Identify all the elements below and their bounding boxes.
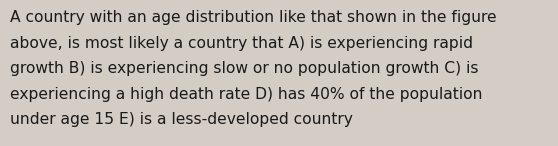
Text: under age 15 E) is a less-developed country: under age 15 E) is a less-developed coun… [10, 112, 353, 127]
Text: growth B) is experiencing slow or no population growth C) is: growth B) is experiencing slow or no pop… [10, 61, 479, 76]
Text: above, is most likely a country that A) is experiencing rapid: above, is most likely a country that A) … [10, 36, 473, 51]
Text: A country with an age distribution like that shown in the figure: A country with an age distribution like … [10, 10, 497, 25]
Text: experiencing a high death rate D) has 40% of the population: experiencing a high death rate D) has 40… [10, 87, 483, 102]
